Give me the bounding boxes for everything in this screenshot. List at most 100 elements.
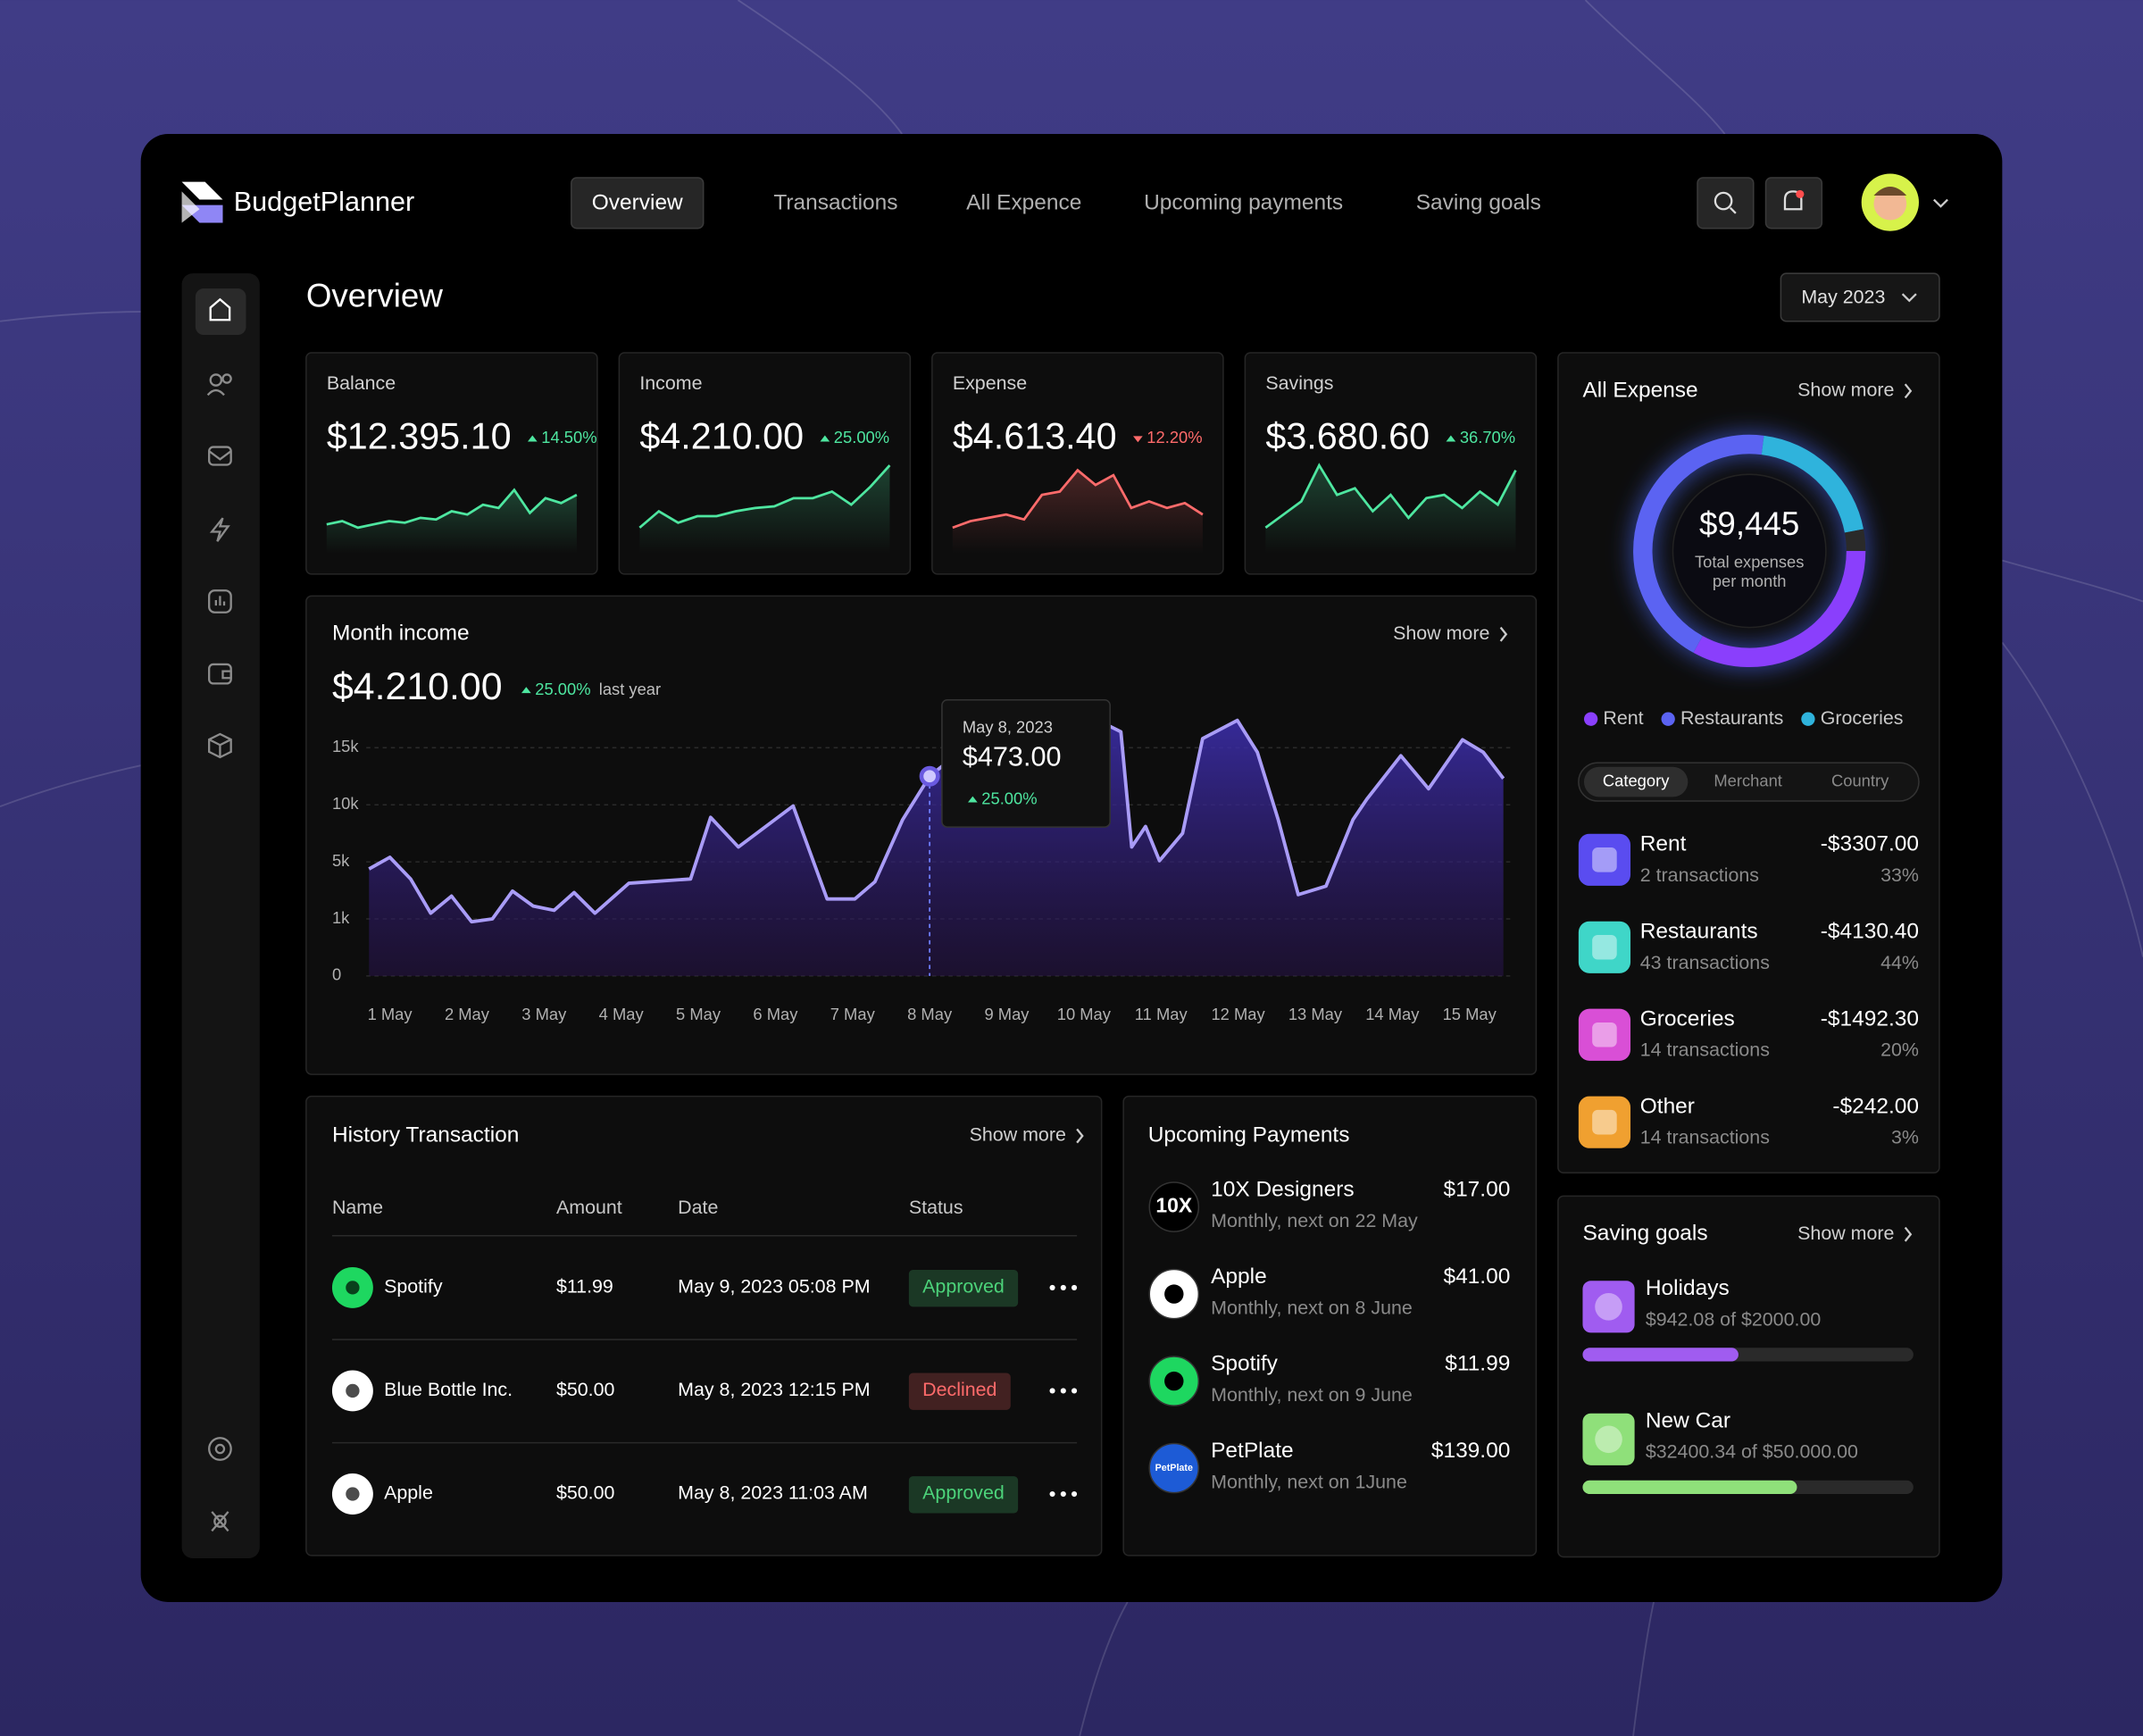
chevron-icon — [1076, 1128, 1084, 1144]
sparkline — [952, 468, 1204, 530]
x-tick-label: 8 May — [907, 1005, 953, 1023]
y-tick-label: 0 — [332, 965, 341, 984]
donut-segment — [1633, 434, 1764, 653]
card-title: History Transaction — [332, 1123, 519, 1147]
nav-active-bg — [571, 177, 705, 230]
stat-change: 14.50% — [541, 428, 596, 447]
notification-button[interactable] — [1764, 177, 1823, 230]
category-amount: -$242.00 — [1832, 1094, 1919, 1118]
merchant-icon-glyph — [346, 1281, 360, 1295]
nav-item[interactable]: All Expence — [966, 191, 1081, 215]
nav-item[interactable]: Overview — [592, 191, 683, 215]
amount: $11.99 — [556, 1276, 613, 1298]
payee-icon-glyph — [1164, 1284, 1184, 1304]
tab[interactable]: Category — [1603, 771, 1670, 789]
logo-mark — [181, 181, 223, 223]
payee-amount: $139.00 — [1431, 1439, 1510, 1463]
more-dot[interactable] — [1060, 1490, 1066, 1498]
more-dot[interactable] — [1049, 1284, 1055, 1290]
more-dot[interactable] — [1060, 1284, 1066, 1290]
stat-label: Balance — [327, 372, 396, 394]
x-tick-label: 4 May — [599, 1005, 645, 1023]
column-header: Amount — [556, 1197, 622, 1218]
tooltip-date: May 8, 2023 — [963, 718, 1053, 737]
category-icon-glyph — [1592, 935, 1617, 960]
tab[interactable]: Merchant — [1714, 771, 1782, 789]
merchant-name: Blue Bottle Inc. — [384, 1379, 513, 1400]
income-area — [369, 720, 1504, 976]
show-more[interactable]: Show more — [1797, 379, 1894, 400]
trend-up-icon — [967, 796, 978, 803]
goal-icon — [1582, 1281, 1635, 1333]
brand-name: BudgetPlanner — [234, 187, 415, 217]
more-dot[interactable] — [1049, 1490, 1055, 1498]
x-tick-label: 11 May — [1135, 1005, 1188, 1023]
more-dot[interactable] — [1060, 1388, 1066, 1394]
legend-dot — [1801, 712, 1815, 726]
category-share: 44% — [1880, 952, 1919, 973]
sparkline-area — [639, 465, 890, 554]
category-name: Other — [1640, 1094, 1695, 1118]
tab-active-bg — [1583, 766, 1689, 797]
merchant-name: Spotify — [384, 1276, 443, 1298]
goal-progress-text: $942.08 of $2000.00 — [1646, 1308, 1822, 1330]
payee-logo: 10X — [1155, 1194, 1193, 1217]
period-label[interactable]: May 2023 — [1801, 286, 1885, 307]
stat-label: Income — [639, 372, 702, 394]
period-dropdown[interactable] — [1780, 272, 1940, 322]
nav-item[interactable]: Saving goals — [1416, 191, 1541, 215]
more-dot[interactable] — [1049, 1388, 1055, 1394]
dropdown-chevron — [1901, 293, 1917, 303]
goal-progress-bar — [1582, 1480, 1797, 1495]
category-count: 43 transactions — [1640, 952, 1770, 973]
nav-item[interactable]: Transactions — [773, 191, 897, 215]
x-tick-label: 3 May — [521, 1005, 567, 1023]
amount: $50.00 — [556, 1482, 615, 1504]
chevron-icon — [1904, 383, 1913, 399]
donut-caption: per month — [1713, 572, 1787, 590]
card-title: Upcoming Payments — [1148, 1123, 1350, 1147]
tooltip-point — [919, 765, 940, 787]
more-dot[interactable] — [1072, 1388, 1078, 1394]
payee-icon — [1148, 1181, 1200, 1232]
show-more[interactable]: Show more — [970, 1124, 1066, 1146]
sparkline-area — [1265, 465, 1516, 554]
more-dot[interactable] — [1072, 1284, 1078, 1290]
y-tick-label: 10k — [332, 794, 359, 813]
nav-item[interactable]: Upcoming payments — [1144, 191, 1343, 215]
history-card — [305, 1095, 1103, 1557]
search-button[interactable] — [1697, 177, 1755, 230]
card-title: Saving goals — [1582, 1222, 1707, 1246]
category-share: 33% — [1880, 864, 1919, 886]
sparkline — [1264, 463, 1517, 529]
goal-progress-text: $32400.34 of $50.000.00 — [1646, 1441, 1858, 1463]
more-dot[interactable] — [1072, 1490, 1078, 1498]
category-icon-glyph — [1592, 1022, 1617, 1047]
payee-amount: $41.00 — [1443, 1264, 1510, 1289]
x-tick-label: 2 May — [445, 1005, 490, 1023]
sidebar-active — [195, 288, 246, 336]
avatar[interactable] — [1861, 173, 1948, 231]
donut-caption: Total expenses — [1695, 553, 1804, 572]
goal-icon-glyph — [1595, 1293, 1622, 1321]
x-tick-label: 13 May — [1288, 1005, 1343, 1023]
goal-icon — [1582, 1413, 1635, 1465]
chevron-icon — [1904, 1226, 1913, 1242]
legend-dot — [1583, 712, 1598, 726]
donut-center — [1672, 473, 1827, 629]
legend-label: Groceries — [1821, 707, 1904, 729]
status-label: Approved — [922, 1276, 1005, 1298]
month-income-value: $4.210.00 — [332, 665, 503, 708]
category-icon-glyph — [1592, 847, 1617, 872]
stat-change: 36.70% — [1460, 428, 1515, 447]
show-more[interactable]: Show more — [1797, 1223, 1894, 1244]
category-icon-glyph — [1592, 1109, 1617, 1135]
category-count: 2 transactions — [1640, 864, 1759, 886]
category-count: 14 transactions — [1640, 1127, 1770, 1148]
tab[interactable]: Country — [1831, 771, 1889, 789]
sidebar-icons[interactable] — [206, 297, 232, 1532]
stat-label: Savings — [1265, 372, 1333, 394]
payee-icon — [1148, 1442, 1200, 1494]
show-more[interactable]: Show more — [1393, 622, 1489, 644]
category-name: Rent — [1640, 831, 1687, 855]
